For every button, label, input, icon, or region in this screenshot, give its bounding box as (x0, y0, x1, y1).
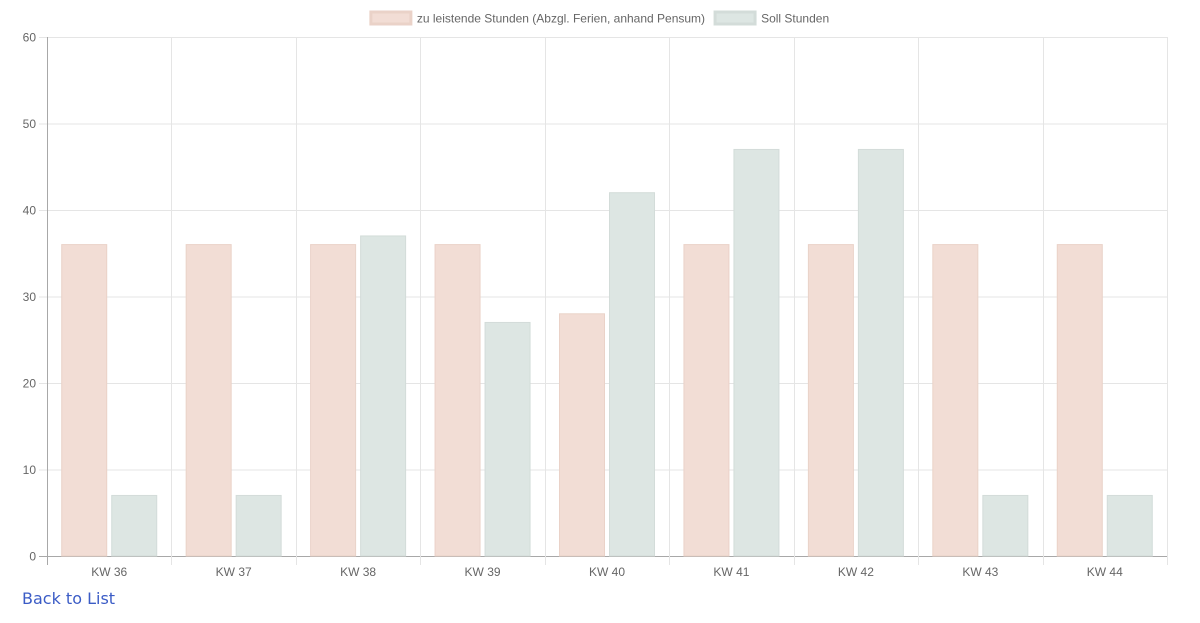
y-tick-label: 0 (29, 550, 36, 564)
bar-series-1 (683, 244, 730, 557)
bar-series-2 (609, 192, 655, 557)
bar-series-1 (61, 244, 108, 557)
x-tick-label: KW 44 (1087, 565, 1123, 579)
bar-series-1 (807, 244, 854, 557)
bar-series-1 (559, 313, 605, 557)
bar-series-2 (111, 494, 158, 557)
x-tick-label: KW 39 (465, 565, 501, 579)
y-tick-label: 20 (23, 377, 37, 391)
bar-series-2 (1106, 494, 1153, 557)
bar-series-2 (982, 494, 1029, 557)
x-tick-label: KW 37 (216, 565, 252, 579)
x-tick-label: KW 43 (962, 565, 998, 579)
x-axis: KW 36 KW 37 KW 38 KW 39 KW 40 KW 41 KW 42 KW 43… (91, 565, 1123, 579)
y-tick-label: 10 (23, 463, 37, 477)
chart-bars (61, 148, 1153, 557)
bar-series-1 (932, 244, 979, 557)
y-tick-label: 60 (23, 31, 37, 45)
chart-canvas: zu leistende Stunden (Abzgl. Ferien, anh… (23, 10, 1168, 579)
y-tick-label: 40 (23, 204, 37, 218)
bar-series-2 (857, 148, 904, 557)
chart-legend: zu leistende Stunden (Abzgl. Ferien, anh… (369, 10, 829, 26)
bar-series-1 (310, 244, 357, 557)
x-tick-label: KW 36 (91, 565, 127, 579)
bar-series-2 (484, 321, 531, 557)
bar-series-2 (360, 235, 407, 557)
bar-series-2 (733, 148, 780, 557)
legend-label[interactable]: Soll Stunden (761, 12, 829, 26)
bar-series-1 (1056, 244, 1103, 557)
x-tick-label: KW 41 (713, 565, 749, 579)
bar-chart: zu leistende Stunden (Abzgl. Ferien, anh… (23, 10, 1168, 579)
legend-swatch[interactable] (713, 10, 757, 26)
back-to-list-link[interactable]: Back to List (22, 589, 116, 608)
y-axis: 0 10 20 30 40 50 60 (23, 31, 37, 564)
x-tick-label: KW 38 (340, 565, 376, 579)
x-tick-label: KW 42 (838, 565, 874, 579)
y-tick-label: 30 (23, 290, 37, 304)
legend-swatch[interactable] (369, 10, 413, 26)
legend-label[interactable]: zu leistende Stunden (Abzgl. Ferien, anh… (417, 12, 705, 26)
y-tick-label: 50 (23, 117, 37, 131)
bar-series-1 (185, 244, 232, 557)
bar-series-1 (434, 244, 481, 557)
bar-series-2 (235, 494, 282, 557)
x-tick-label: KW 40 (589, 565, 625, 579)
